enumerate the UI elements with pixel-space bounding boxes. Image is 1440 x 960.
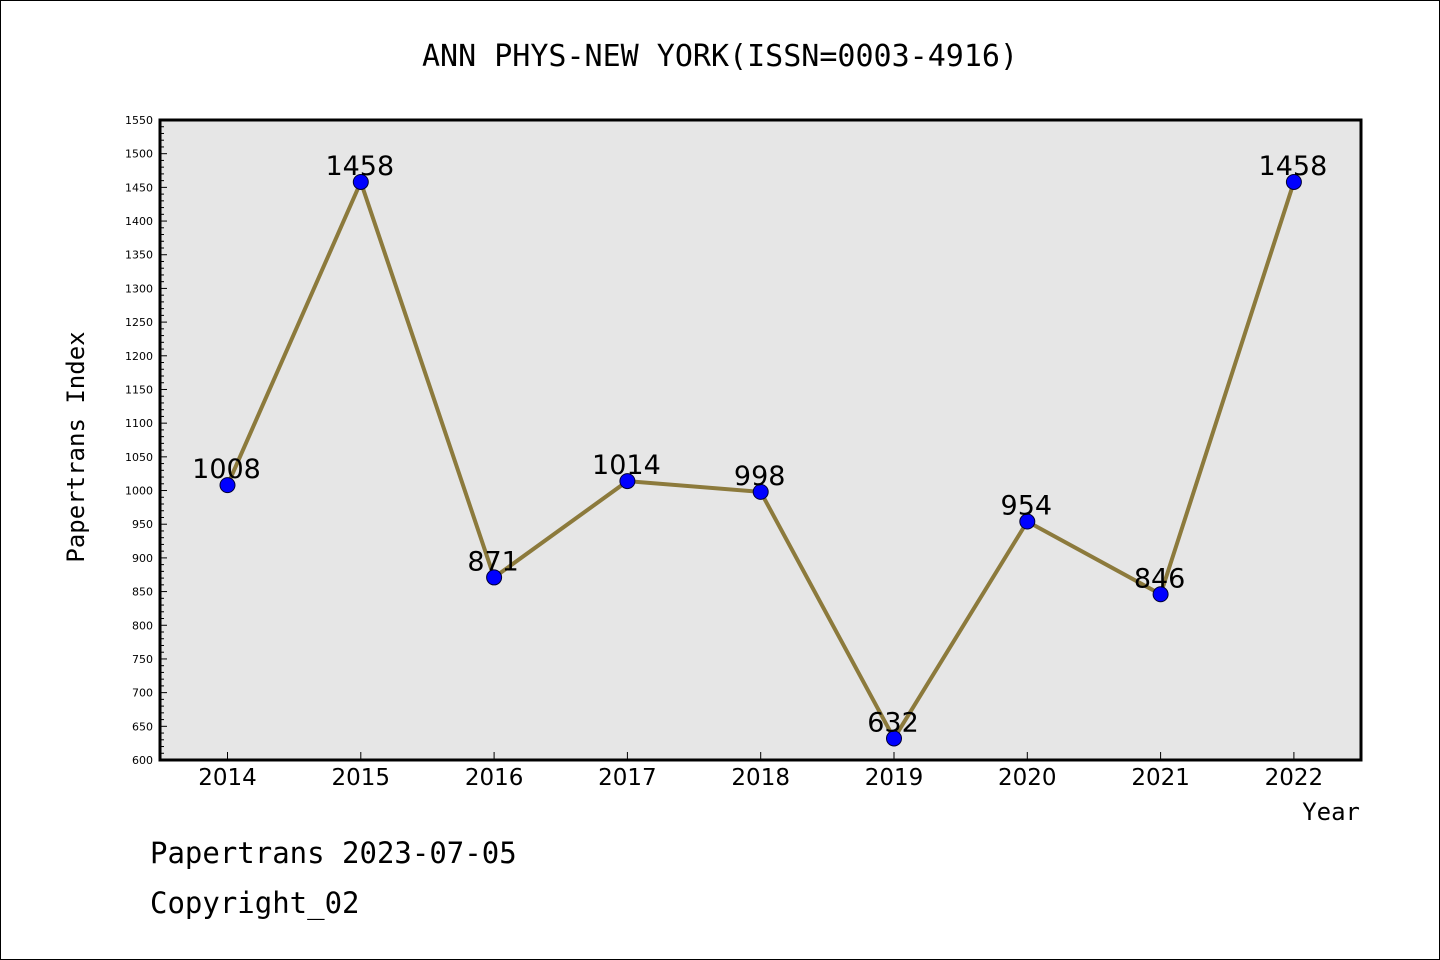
footer-date-line: Papertrans 2023-07-05 — [150, 836, 517, 870]
y-tick-label: 700 — [132, 687, 153, 700]
y-tick-label: 1400 — [125, 215, 153, 228]
chart-title: ANN PHYS-NEW YORK(ISSN=0003-4916) — [422, 39, 1018, 74]
y-tick-label: 650 — [132, 720, 153, 733]
y-tick-label: 850 — [132, 586, 153, 599]
y-tick-label: 1350 — [125, 249, 153, 262]
y-axis-label: Papertrans Index — [62, 331, 90, 562]
y-tick-label: 950 — [132, 518, 153, 531]
data-label: 1458 — [325, 151, 394, 182]
data-point — [1152, 586, 1169, 603]
data-label: 954 — [1001, 491, 1053, 522]
data-label: 871 — [467, 546, 519, 577]
series-layer — [219, 173, 1302, 747]
x-tick-label: 2014 — [198, 765, 257, 791]
y-tick-label: 1450 — [125, 181, 153, 194]
x-tick-label: 2018 — [731, 765, 790, 791]
x-tick-label: 2017 — [598, 765, 657, 791]
data-point — [1019, 513, 1036, 530]
y-tick-label: 1200 — [125, 350, 153, 363]
data-label: 1458 — [1259, 151, 1328, 182]
footer-copyright: Copyright_02 — [150, 886, 360, 920]
y-tick-label: 1300 — [125, 282, 153, 295]
data-point — [352, 173, 369, 190]
data-point — [1285, 173, 1302, 190]
y-tick-label: 800 — [132, 619, 153, 632]
x-axis-label: Year — [1302, 798, 1360, 826]
data-point — [752, 483, 769, 500]
data-label: 1014 — [592, 450, 661, 481]
x-tick-label: 2015 — [332, 765, 391, 791]
y-axis: 600 650 700 750 800 850 900 950 1000 1050 1100 1150… — [125, 114, 167, 767]
data-point — [219, 477, 236, 494]
x-tick-label: 2016 — [465, 765, 524, 791]
y-tick-label: 1250 — [125, 316, 153, 329]
data-label: 1008 — [192, 454, 261, 485]
y-tick-label: 1500 — [125, 148, 153, 161]
x-tick-label: 2020 — [998, 765, 1057, 791]
data-label: 998 — [734, 461, 786, 492]
data-label: 632 — [867, 707, 919, 738]
y-tick-label: 1550 — [125, 114, 153, 127]
y-tick-label: 1050 — [125, 451, 153, 464]
y-tick-label: 1000 — [125, 485, 153, 498]
data-label-layer: 1008 1458 871 1014 998 632 954 846 1458 — [192, 151, 1327, 738]
x-tick-label: 2021 — [1131, 765, 1190, 791]
x-axis: 2014 2015 2016 2017 2018 2019 2020 2021 2022 — [198, 752, 1323, 791]
y-tick-label: 900 — [132, 552, 153, 565]
y-tick-label: 750 — [132, 653, 153, 666]
x-tick-label: 2019 — [865, 765, 924, 791]
y-tick-label: 1150 — [125, 383, 153, 396]
data-label: 846 — [1134, 563, 1186, 594]
y-tick-label: 1100 — [125, 417, 153, 430]
data-point — [886, 730, 902, 747]
data-point — [486, 569, 503, 586]
x-tick-label: 2022 — [1265, 765, 1324, 791]
y-tick-label: 600 — [132, 754, 153, 767]
plot-area — [158, 118, 1363, 762]
data-point — [619, 473, 636, 490]
